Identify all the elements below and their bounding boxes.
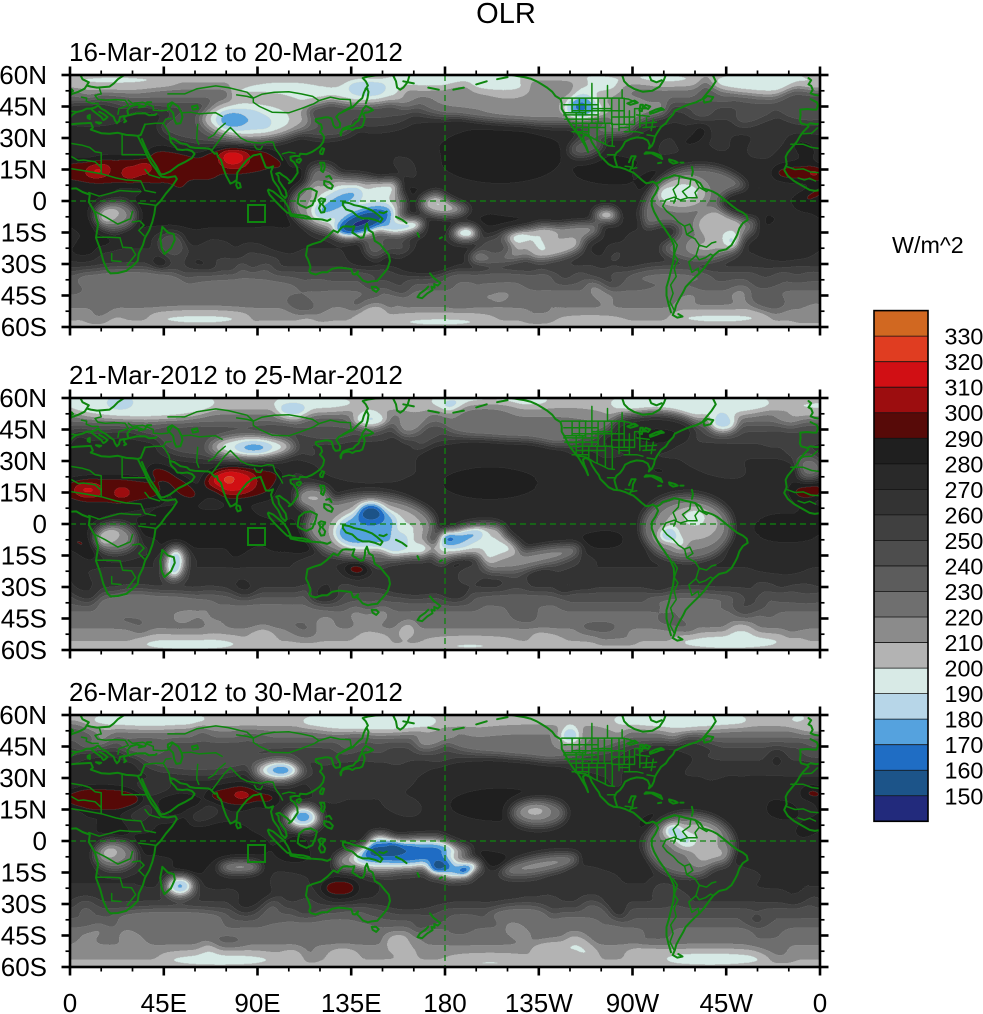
svg-text:310: 310 <box>945 375 983 401</box>
svg-text:45S: 45S <box>1 281 47 311</box>
svg-text:230: 230 <box>945 579 983 605</box>
svg-text:135E: 135E <box>321 988 382 1014</box>
svg-text:220: 220 <box>945 605 983 631</box>
svg-text:15S: 15S <box>1 541 47 571</box>
svg-text:60N: 60N <box>0 60 47 90</box>
svg-text:280: 280 <box>945 451 983 477</box>
svg-text:90E: 90E <box>234 988 280 1014</box>
svg-text:240: 240 <box>945 553 983 579</box>
svg-text:90W: 90W <box>606 988 660 1014</box>
svg-text:45S: 45S <box>1 604 47 634</box>
svg-text:30S: 30S <box>1 889 47 919</box>
svg-text:300: 300 <box>945 400 983 426</box>
svg-text:260: 260 <box>945 502 983 528</box>
svg-text:45N: 45N <box>0 92 47 122</box>
svg-text:W/m^2: W/m^2 <box>892 232 964 258</box>
svg-text:60N: 60N <box>0 383 47 413</box>
svg-text:135W: 135W <box>505 988 573 1014</box>
svg-text:45N: 45N <box>0 415 47 445</box>
svg-text:OLR: OLR <box>476 0 536 30</box>
svg-text:30N: 30N <box>0 446 47 476</box>
svg-text:30N: 30N <box>0 123 47 153</box>
svg-text:45N: 45N <box>0 732 47 762</box>
svg-text:180: 180 <box>945 707 983 733</box>
svg-text:21-Mar-2012 to 25-Mar-2012: 21-Mar-2012 to 25-Mar-2012 <box>69 360 403 390</box>
svg-text:30S: 30S <box>1 572 47 602</box>
svg-text:60S: 60S <box>1 635 47 665</box>
svg-text:150: 150 <box>945 783 983 809</box>
svg-text:270: 270 <box>945 477 983 503</box>
svg-text:170: 170 <box>945 732 983 758</box>
svg-text:60S: 60S <box>1 952 47 982</box>
svg-text:15S: 15S <box>1 218 47 248</box>
svg-text:45E: 45E <box>141 988 187 1014</box>
svg-text:45S: 45S <box>1 921 47 951</box>
svg-text:0: 0 <box>33 509 47 539</box>
svg-text:30S: 30S <box>1 249 47 279</box>
svg-text:15N: 15N <box>0 478 47 508</box>
svg-text:15N: 15N <box>0 795 47 825</box>
svg-text:30N: 30N <box>0 763 47 793</box>
svg-text:45W: 45W <box>699 988 753 1014</box>
svg-text:290: 290 <box>945 426 983 452</box>
svg-text:26-Mar-2012 to 30-Mar-2012: 26-Mar-2012 to 30-Mar-2012 <box>69 677 403 707</box>
svg-text:60S: 60S <box>1 312 47 342</box>
svg-text:210: 210 <box>945 630 983 656</box>
svg-text:330: 330 <box>945 324 983 350</box>
svg-text:15S: 15S <box>1 858 47 888</box>
svg-text:60N: 60N <box>0 700 47 730</box>
svg-text:190: 190 <box>945 681 983 707</box>
svg-text:0: 0 <box>63 988 77 1014</box>
svg-text:0: 0 <box>33 826 47 856</box>
svg-text:180: 180 <box>423 988 466 1014</box>
svg-text:0: 0 <box>813 988 827 1014</box>
svg-text:16-Mar-2012 to 20-Mar-2012: 16-Mar-2012 to 20-Mar-2012 <box>69 37 403 67</box>
svg-text:320: 320 <box>945 349 983 375</box>
svg-text:15N: 15N <box>0 155 47 185</box>
svg-text:250: 250 <box>945 528 983 554</box>
svg-text:200: 200 <box>945 656 983 682</box>
svg-text:0: 0 <box>33 186 47 216</box>
svg-text:160: 160 <box>945 758 983 784</box>
